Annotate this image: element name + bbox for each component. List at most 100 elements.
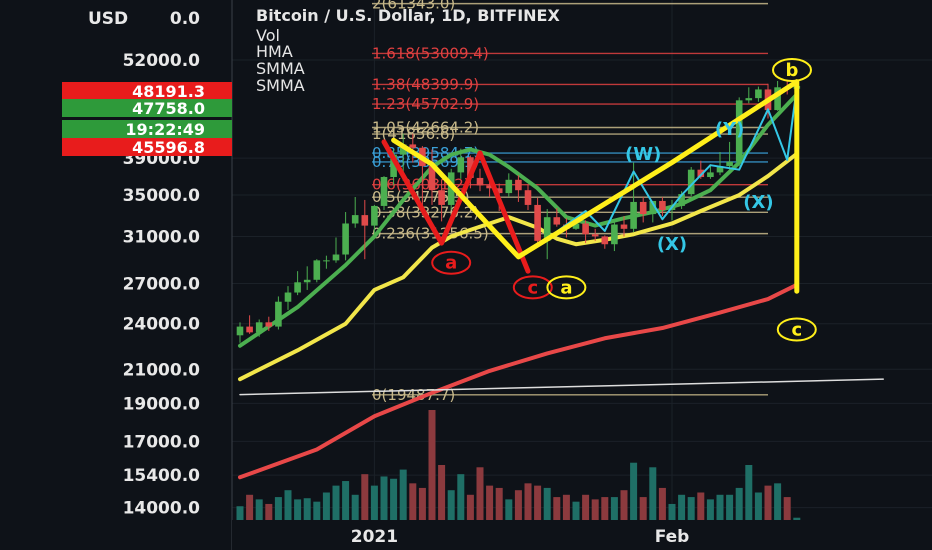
- price-tag: [62, 99, 232, 117]
- volume-bar: [630, 462, 638, 520]
- wave-label-a-yellow: a: [560, 277, 572, 298]
- volume-bar: [668, 503, 676, 520]
- volume-bar: [687, 497, 695, 520]
- candle-body: [745, 98, 753, 101]
- wave-annotations: [381, 79, 800, 294]
- volume-bar: [332, 485, 340, 520]
- y-tick-label: 31000.0: [123, 227, 201, 247]
- price-tag-label: 45596.8: [132, 138, 205, 157]
- candle-body: [236, 326, 244, 336]
- volume-bar: [562, 494, 570, 520]
- fib-label: 2(61343.0): [372, 0, 455, 13]
- wave-label-a-red-circle: [431, 250, 472, 275]
- volume-bar: [390, 478, 398, 520]
- candle-body: [390, 154, 397, 178]
- candle-body: [543, 217, 551, 241]
- fib-label: 0.236(31256.5): [372, 225, 489, 243]
- wave-label-a-yellow-circle: [546, 275, 587, 300]
- candle-body: [486, 185, 493, 189]
- volume-bar: [793, 517, 801, 520]
- wave-yellow-line: [391, 79, 800, 294]
- volume-bar: [457, 474, 465, 520]
- candle-body: [707, 172, 714, 178]
- wave-label-Y: (Y): [715, 119, 745, 140]
- moving-averages: [238, 92, 884, 480]
- candle-body: [716, 166, 724, 173]
- wave-label-b-yellow-circle: [772, 57, 812, 82]
- volume-bar: [428, 410, 436, 520]
- candle-body: [476, 177, 484, 186]
- indicator-smma-1[interactable]: SMMA: [256, 59, 305, 78]
- indicator-line: [239, 378, 884, 396]
- volume-bar: [745, 465, 753, 520]
- volume-bar: [351, 494, 359, 520]
- price-tag: [62, 120, 232, 138]
- candle-body: [774, 87, 781, 111]
- candle-body: [534, 204, 541, 241]
- volume-bar: [735, 487, 743, 520]
- volume-bar: [447, 490, 455, 520]
- volume-bar: [678, 494, 686, 520]
- volume-bar: [361, 474, 369, 520]
- volume-bar: [466, 494, 474, 520]
- volume-bar: [495, 487, 503, 520]
- volume-bar: [486, 485, 494, 520]
- candle-body: [630, 201, 637, 229]
- y-tick-label: 35000.0: [123, 186, 201, 206]
- wave-label-X1: (X): [657, 234, 687, 255]
- indicator-hma[interactable]: HMA: [256, 42, 293, 61]
- candle-body: [303, 279, 311, 283]
- candle-body: [735, 100, 743, 162]
- volume-bar: [313, 501, 321, 520]
- indicator-vol[interactable]: Vol: [256, 26, 280, 45]
- y-tick-label: 52000.0: [123, 51, 201, 71]
- volume-bar: [764, 485, 772, 520]
- time-axis[interactable]: 2021 Feb: [351, 527, 690, 547]
- candle-body: [294, 282, 301, 293]
- y-tick-label: 17000.0: [123, 432, 201, 452]
- volume-bar: [514, 490, 522, 520]
- price-tag: [62, 138, 232, 156]
- volume-bar: [543, 487, 551, 520]
- volume-bar: [534, 485, 542, 520]
- price-axis[interactable]: 14000.0 15400.0 17000.0 19000.0 21000.0 24000…: [123, 9, 201, 519]
- volume-bar: [409, 483, 417, 520]
- price-tag-label: 48191.3: [132, 82, 205, 101]
- volume-bar: [438, 465, 446, 520]
- wave-cyan-line: [536, 86, 798, 247]
- indicator-smma-2[interactable]: SMMA: [256, 76, 305, 95]
- volume-bar: [399, 469, 407, 520]
- candle-body: [457, 157, 465, 173]
- candle-body: [726, 161, 733, 167]
- candle-body: [284, 292, 292, 302]
- time-axis-background: [232, 520, 932, 550]
- y-tick-label: 14000.0: [123, 499, 201, 519]
- volume-bar: [649, 467, 657, 520]
- candle-body: [342, 223, 349, 255]
- candle-body: [524, 190, 532, 205]
- volume-bar: [572, 501, 580, 520]
- price-tag: [62, 82, 232, 100]
- volume-bar: [591, 499, 599, 520]
- currency-label: USD: [88, 9, 128, 29]
- candle-body: [275, 301, 282, 327]
- wave-labels: a c a b c (W) (X) (Y) (X): [431, 57, 817, 342]
- wave-label-b-yellow: b: [786, 60, 799, 81]
- candle-body: [649, 200, 657, 215]
- indicator-line: [238, 282, 799, 480]
- candle-body: [438, 190, 445, 205]
- candle-body: [755, 89, 762, 99]
- wave-label-X2: (X): [743, 192, 773, 213]
- candle-body: [572, 223, 580, 229]
- candle-body: [639, 201, 647, 215]
- volume-bar: [658, 487, 666, 520]
- candle-body: [313, 260, 321, 280]
- candle-body: [323, 260, 330, 262]
- volume-bar: [716, 494, 724, 520]
- chart-title: Bitcoin / U.S. Dollar, 1D, BITFINEX: [256, 6, 560, 25]
- volume-bar: [265, 503, 273, 520]
- fib-label: 1.23(45702.9): [372, 95, 479, 113]
- price-tag-label: 19:22:49: [125, 120, 205, 139]
